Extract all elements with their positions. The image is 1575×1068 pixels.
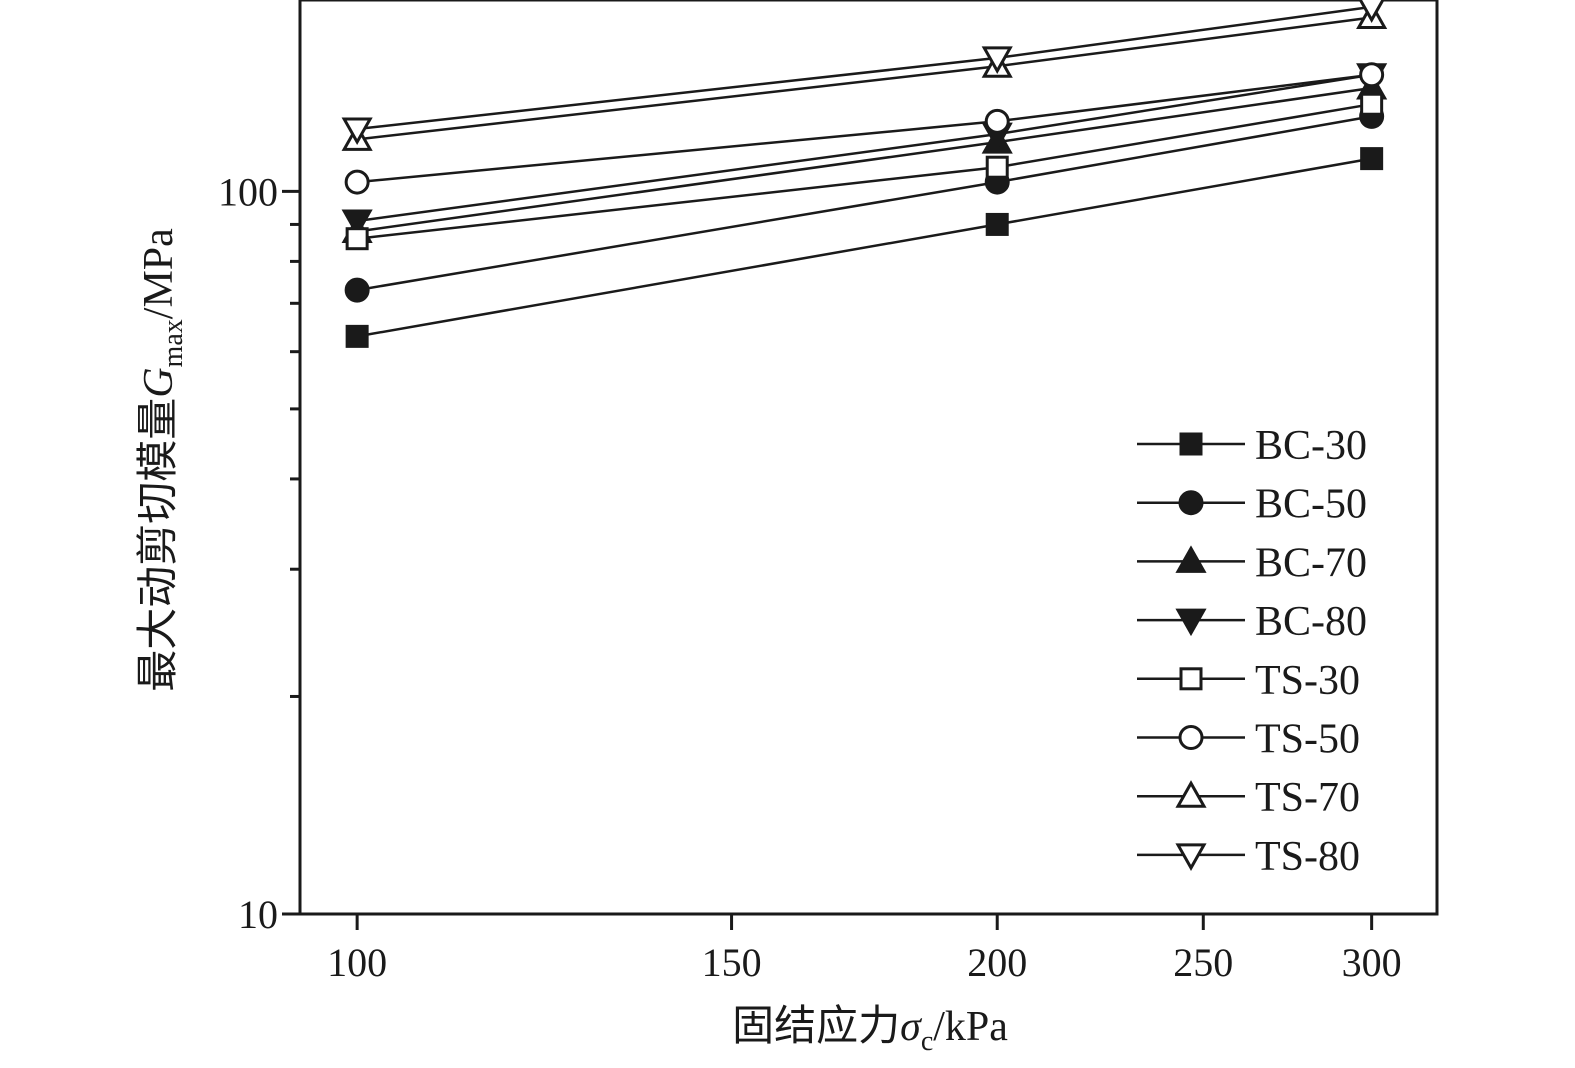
legend-label: TS-80 xyxy=(1255,834,1360,880)
legend-marker xyxy=(1179,432,1203,456)
series-line-bc-80 xyxy=(356,73,1372,223)
data-point-ts-50 xyxy=(344,169,370,195)
data-point-bc-50 xyxy=(344,277,370,303)
legend-entry-ts-50: TS-50 xyxy=(1137,717,1360,763)
legend-marker xyxy=(1175,545,1207,573)
series-line-bc-50 xyxy=(356,115,1372,292)
legend-entry-bc-30: BC-30 xyxy=(1137,423,1367,469)
data-point-bc-80 xyxy=(341,209,373,238)
series-bc-70 xyxy=(341,71,1388,243)
data-point-ts-80 xyxy=(981,46,1013,74)
series-line-bc-70 xyxy=(356,86,1372,233)
series-ts-30 xyxy=(345,92,1384,251)
legend-label: BC-70 xyxy=(1255,540,1367,586)
legend-label: BC-50 xyxy=(1255,482,1367,528)
legend-marker xyxy=(1179,667,1203,691)
data-point-ts-30 xyxy=(345,227,369,251)
series-line-ts-50 xyxy=(356,73,1372,184)
legend-label: TS-50 xyxy=(1255,717,1360,763)
x-tick-label: 150 xyxy=(702,940,762,985)
legend-entry-ts-30: TS-30 xyxy=(1137,658,1360,704)
data-point-ts-30 xyxy=(1360,92,1384,116)
x-tick-label: 300 xyxy=(1342,940,1402,985)
series-ts-80 xyxy=(341,0,1385,146)
legend-entry-bc-70: BC-70 xyxy=(1137,540,1367,586)
data-point-ts-50 xyxy=(984,108,1010,134)
legend-marker xyxy=(1175,780,1207,808)
x-tick-label: 250 xyxy=(1173,940,1233,985)
legend-marker xyxy=(1178,490,1204,516)
series-group xyxy=(341,0,1388,348)
y-axis-label: 最大动剪切模量Gmax/MPa xyxy=(136,228,189,692)
series-bc-80 xyxy=(341,63,1388,238)
legend-marker xyxy=(1178,725,1204,750)
series-line-ts-70 xyxy=(356,16,1372,141)
data-point-bc-30 xyxy=(345,324,369,348)
data-point-ts-30 xyxy=(985,155,1009,179)
axes: 100 150 200 250 300 10 100 xyxy=(218,0,1439,985)
legend-entry-bc-50: BC-50 xyxy=(1137,482,1367,528)
legend-label: BC-30 xyxy=(1255,423,1367,469)
x-tick-label: 100 xyxy=(327,940,387,985)
x-axis-label: 固结应力σc/kPa xyxy=(732,1003,1008,1057)
y-tick-label: 100 xyxy=(218,169,278,214)
y-tick-label: 10 xyxy=(238,892,278,937)
legend-label: BC-80 xyxy=(1255,599,1367,645)
series-ts-50 xyxy=(344,62,1385,195)
legend-entry-ts-70: TS-70 xyxy=(1137,775,1360,821)
data-point-bc-30 xyxy=(985,212,1009,236)
data-point-ts-50 xyxy=(1359,62,1385,88)
series-bc-30 xyxy=(345,147,1384,348)
legend: BC-30 BC-50 BC-70 BC-80 TS-30 TS-50 TS-70 TS-80 xyxy=(1137,423,1367,880)
x-tick-label: 200 xyxy=(967,940,1027,985)
legend-entry-bc-80: BC-80 xyxy=(1137,599,1367,645)
series-line-ts-30 xyxy=(356,102,1372,240)
legend-label: TS-30 xyxy=(1255,658,1360,704)
legend-entry-ts-80: TS-80 xyxy=(1137,834,1360,880)
legend-marker xyxy=(1175,608,1207,637)
data-point-ts-80 xyxy=(341,117,373,146)
plot-frame xyxy=(298,0,1439,916)
series-line-bc-30 xyxy=(356,157,1372,338)
data-point-bc-30 xyxy=(1360,147,1384,171)
legend-label: TS-70 xyxy=(1255,775,1360,821)
legend-marker xyxy=(1175,843,1207,871)
data-point-ts-80 xyxy=(1358,0,1385,23)
